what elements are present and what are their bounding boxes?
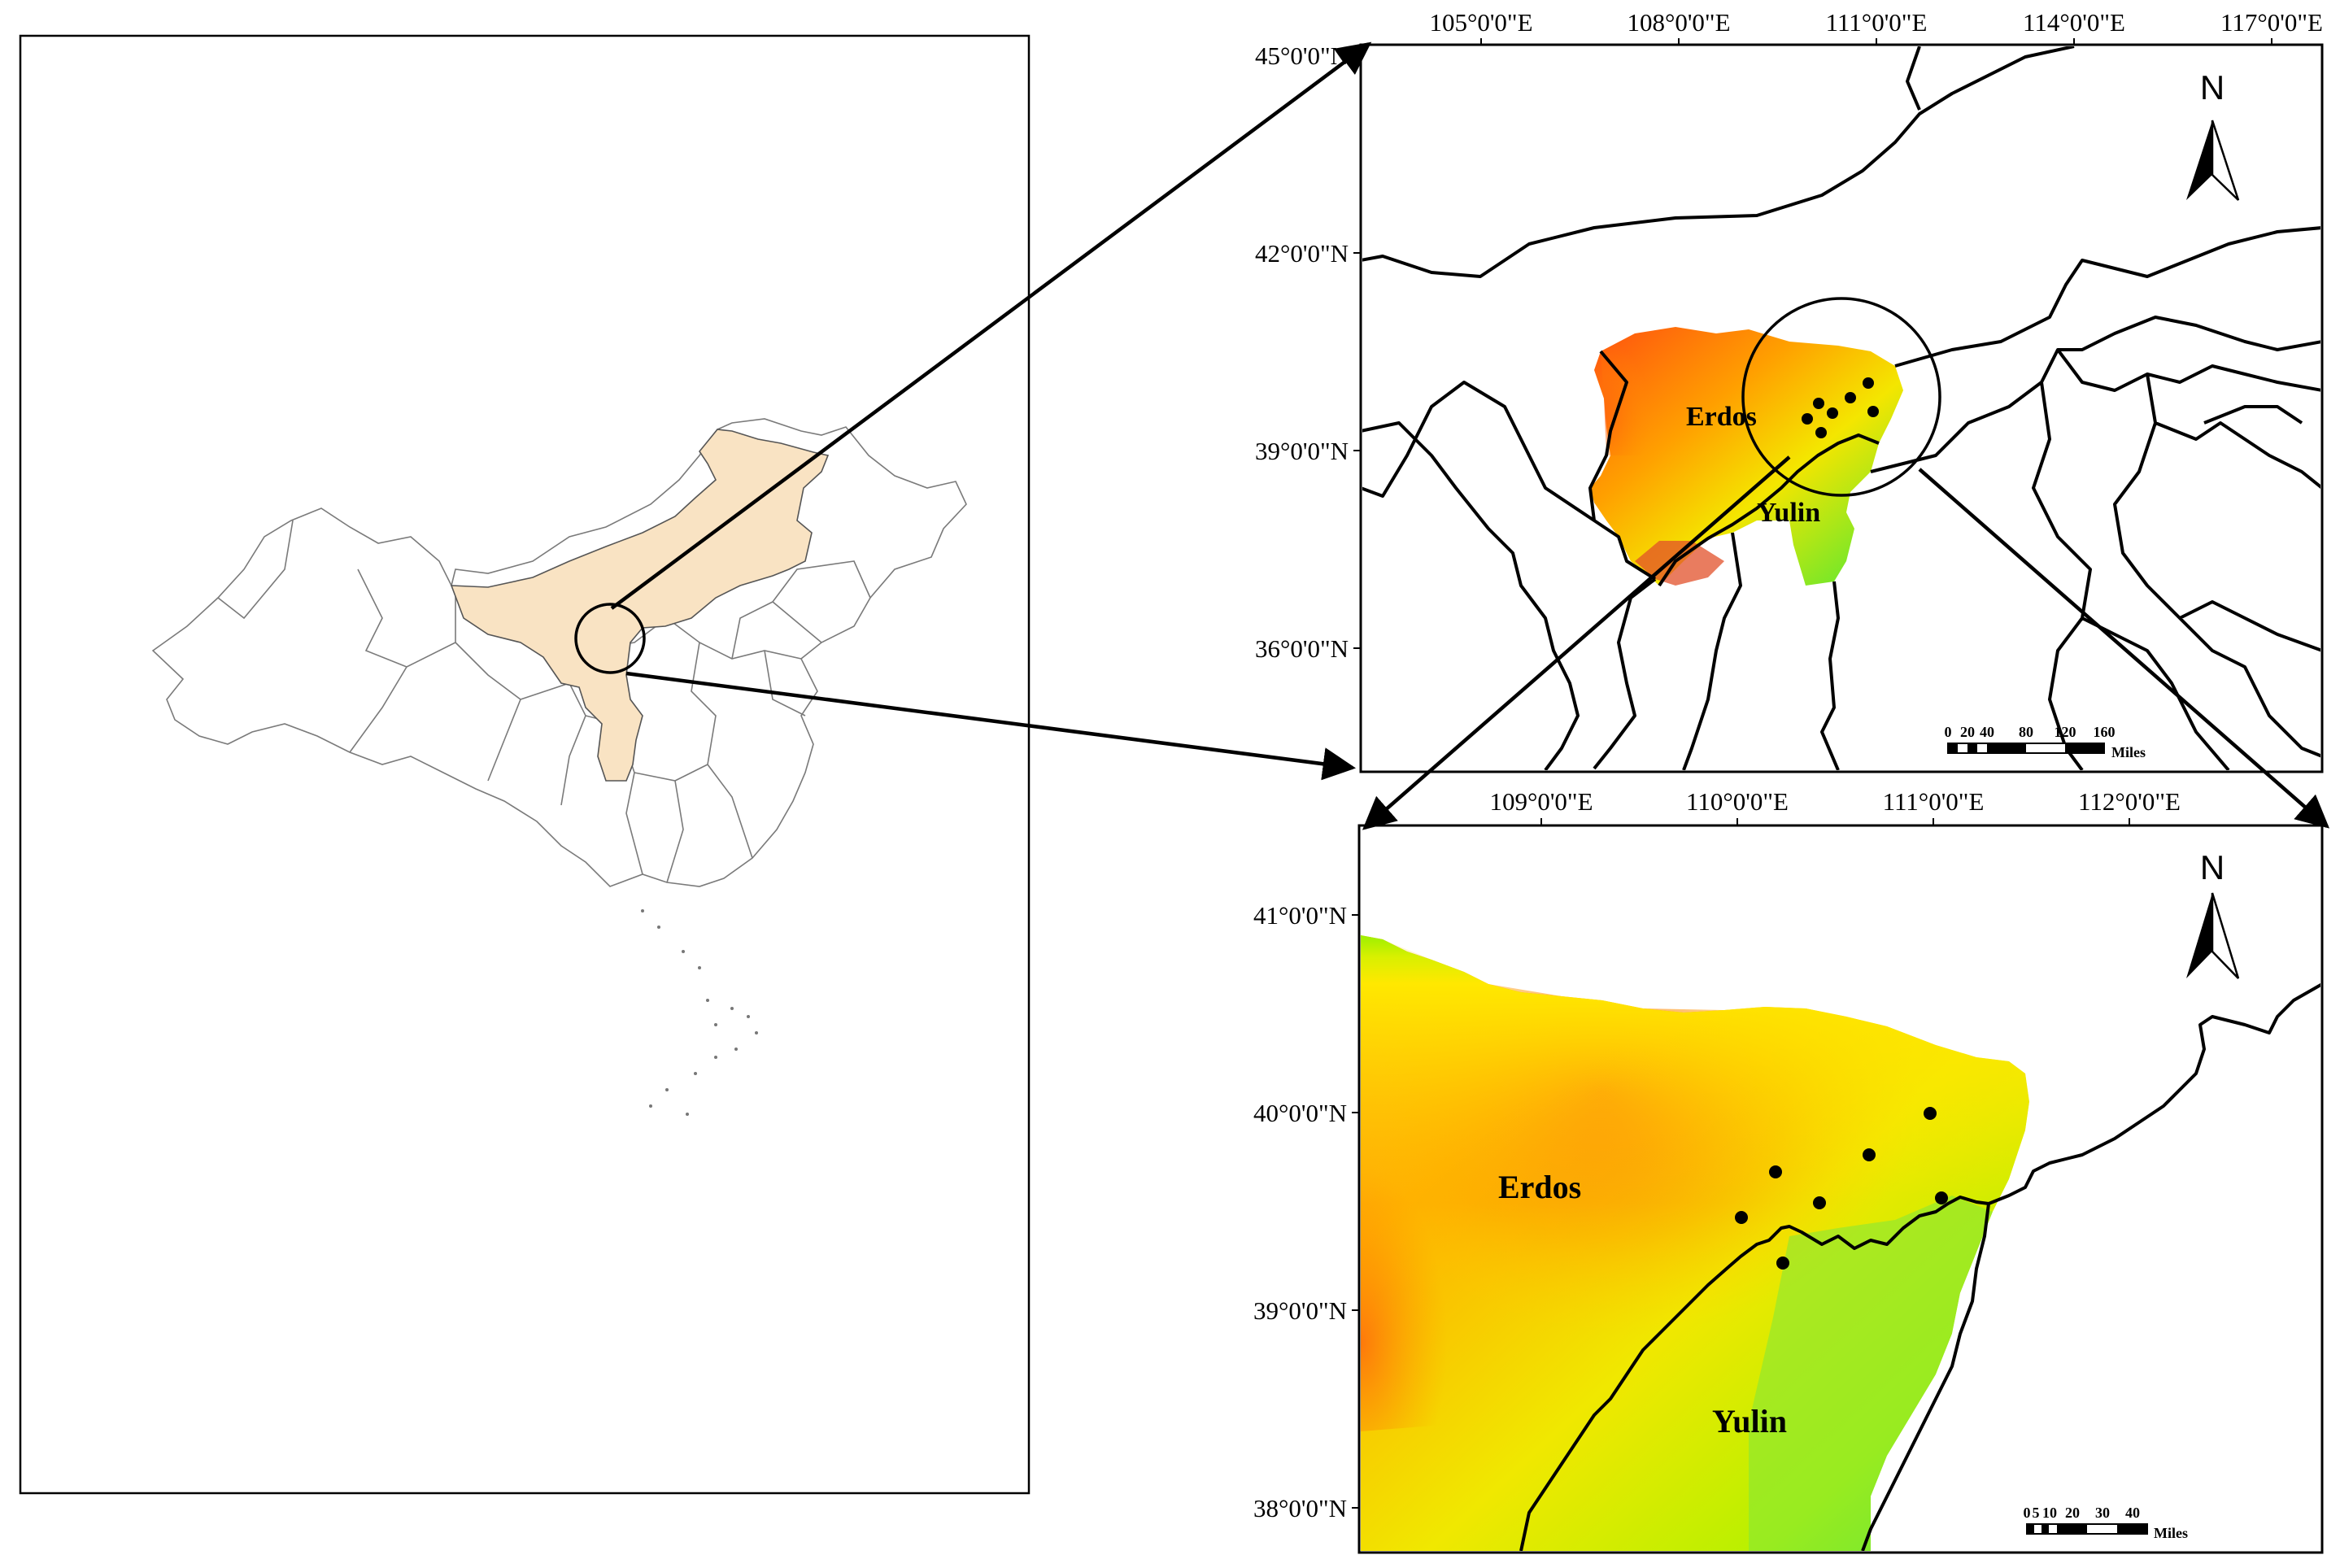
detail-scale-number: 10	[2042, 1505, 2057, 1521]
detail-scale-bar: 0 5 10 20 30 40 Miles	[2024, 1505, 2189, 1541]
arrow-to-regional-top	[610, 41, 1372, 610]
regional-sample-points	[1802, 377, 1879, 438]
regional-lon-label: 114°0'0"E	[2023, 8, 2125, 37]
arrow-to-regional-bottom	[625, 671, 1357, 781]
regional-scale-bar: 0 20 40 80 120 160 Miles	[1945, 724, 2146, 760]
regional-north-label: N	[2200, 68, 2225, 107]
regional-lon-label: 111°0'0"E	[1826, 8, 1928, 37]
detail-sample-point	[1924, 1107, 1937, 1120]
detail-sample-points	[1735, 1107, 1948, 1270]
regional-lon-label: 105°0'0"E	[1429, 8, 1532, 37]
north-arrow-icon	[2186, 893, 2212, 978]
regional-lat-label: 42°0'0"N	[1255, 239, 1349, 268]
regional-map: Erdos Yulin 105°0'0"E 108°0'0"E 111°0'0"…	[1255, 8, 2324, 773]
detail-lon-label: 109°0'0"E	[1489, 787, 1593, 816]
arrow-to-detail-left	[1362, 455, 1791, 830]
regional-lat-label: 45°0'0"N	[1255, 41, 1349, 70]
detail-lat-ticks	[1352, 914, 1359, 1509]
regional-sample-point	[1802, 413, 1813, 425]
detail-lat-label: 41°0'0"N	[1253, 901, 1347, 930]
regional-sample-point	[1863, 377, 1874, 389]
detail-lon-label: 112°0'0"E	[2078, 787, 2181, 816]
detail-scale-number: 40	[2125, 1505, 2140, 1521]
detail-lat-label: 39°0'0"N	[1253, 1296, 1347, 1325]
detail-scale-number: 20	[2065, 1505, 2080, 1521]
regional-lon-label: 117°0'0"E	[2220, 8, 2323, 37]
detail-sample-point	[1935, 1191, 1948, 1204]
south-sea-islands	[641, 909, 758, 1116]
detail-north-label: N	[2200, 848, 2225, 886]
province-boundaries	[217, 520, 871, 883]
detail-north-arrow: N	[2186, 848, 2240, 979]
china-outline	[151, 418, 967, 887]
detail-sample-point	[1776, 1257, 1789, 1270]
detail-lat-label: 38°0'0"N	[1253, 1494, 1347, 1522]
detail-label-erdos: Erdos	[1498, 1169, 1581, 1205]
north-arrow-icon	[2186, 120, 2212, 200]
detail-scale-number: 5	[2033, 1505, 2040, 1521]
regional-scale-number: 120	[2055, 724, 2076, 740]
regional-scale-number: 20	[1960, 724, 1975, 740]
detail-boundaries	[1519, 982, 2320, 1551]
detail-lon-label: 111°0'0"E	[1883, 787, 1985, 816]
overview-study-area-circle	[574, 603, 646, 674]
regional-north-arrow: N	[2186, 68, 2240, 201]
detail-lon-ticks	[1540, 818, 2130, 825]
regional-label-erdos: Erdos	[1686, 402, 1757, 432]
regional-sample-point	[1815, 427, 1827, 438]
regional-scale-number: 80	[2019, 724, 2033, 740]
regional-scale-number: 160	[2094, 724, 2116, 740]
detail-sample-point	[1863, 1148, 1876, 1161]
regional-boundaries	[1362, 46, 2320, 770]
regional-lat-label: 39°0'0"N	[1255, 437, 1349, 465]
regional-sample-point	[1813, 398, 1824, 409]
connector-arrows	[610, 41, 2330, 830]
regional-study-area-circle	[1741, 297, 1941, 497]
detail-map: Erdos Yulin 109°0'0"E 110°0'0"E 111°0'0"…	[1253, 787, 2324, 1554]
detail-scale-number: 0	[2024, 1505, 2031, 1521]
overview-map-frame	[19, 34, 1031, 1495]
regional-scale-number: 0	[1945, 724, 1952, 740]
detail-lon-label: 110°0'0"E	[1686, 787, 1789, 816]
detail-label-yulin: Yulin	[1712, 1403, 1787, 1440]
regional-lon-label: 108°0'0"E	[1627, 8, 1730, 37]
detail-sample-point	[1813, 1196, 1826, 1209]
regional-lat-label: 36°0'0"N	[1255, 634, 1349, 663]
regional-river-boundary	[1658, 433, 1880, 587]
arrow-to-detail-right	[1918, 468, 2330, 829]
detail-scale-number: 30	[2095, 1505, 2110, 1521]
detail-sample-point	[1769, 1165, 1782, 1178]
regional-label-yulin: Yulin	[1757, 498, 1820, 528]
regional-scale-number: 40	[1980, 724, 1994, 740]
detail-sample-point	[1735, 1211, 1748, 1224]
regional-lon-ticks	[1480, 38, 2272, 45]
regional-scale-unit: Miles	[2111, 744, 2146, 760]
regional-sample-point	[1827, 407, 1838, 419]
detail-lat-label: 40°0'0"N	[1253, 1099, 1347, 1127]
overview-map	[19, 34, 1031, 1495]
regional-sample-point	[1845, 392, 1856, 403]
detail-scale-unit: Miles	[2154, 1525, 2188, 1541]
regional-sample-point	[1867, 406, 1879, 417]
